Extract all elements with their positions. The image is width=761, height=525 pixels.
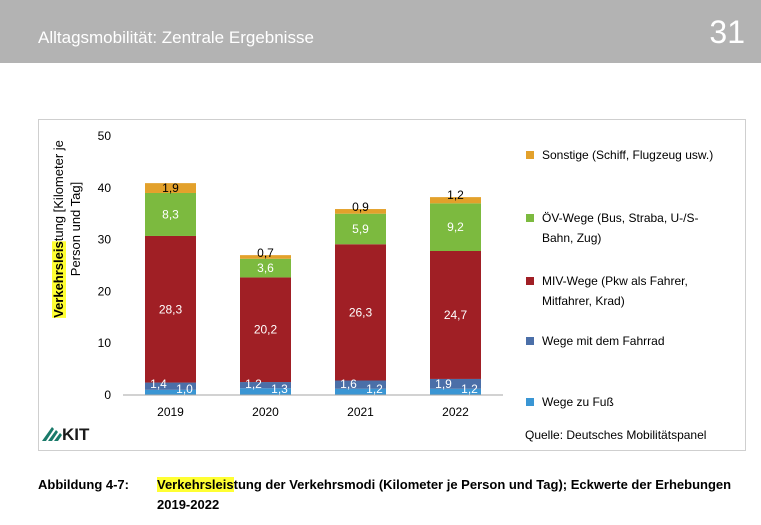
data-label: 5,9 [352, 222, 369, 236]
y-tick-label: 50 [98, 129, 112, 143]
x-tick-label: 2019 [157, 405, 184, 419]
bar-segment [335, 388, 386, 395]
bar-segment [335, 380, 386, 389]
bar-segment [240, 258, 291, 278]
legend-swatch [526, 277, 534, 285]
y-tick-label: 30 [98, 233, 112, 247]
bar-segment [335, 244, 386, 381]
caption-highlight: Verkehrsleis [157, 477, 234, 492]
header-title: Alltagsmobilität: Zentrale Ergebnisse [38, 28, 314, 47]
bar-segment [145, 389, 196, 395]
data-label: 1,9 [435, 377, 452, 391]
slide-header: Alltagsmobilität: Zentrale Ergebnisse 31 [0, 0, 761, 63]
legend-label: Wege zu Fuß [542, 395, 614, 409]
bar-segment [335, 213, 386, 245]
kit-logo: KIT [42, 425, 90, 444]
data-label: 1,6 [340, 377, 357, 391]
bar-segment [240, 382, 291, 389]
bar-segment [430, 250, 481, 379]
caption-text: Verkehrsleistung der Verkehrsmodi (Kilom… [157, 475, 753, 515]
data-label: 1,4 [150, 377, 167, 391]
data-label: 26,3 [349, 305, 373, 319]
y-tick-label: 10 [98, 336, 112, 350]
legend-swatch [526, 214, 534, 222]
data-label: 0,7 [257, 246, 274, 260]
y-axis-title-rest: tung [Kilometer je [51, 140, 66, 241]
bar-segment [430, 203, 481, 251]
bar-segment [240, 255, 291, 259]
bar-segment [145, 183, 196, 193]
y-tick-label: 0 [104, 388, 111, 402]
data-label: 1,2 [366, 382, 383, 396]
data-label: 1,2 [245, 377, 262, 391]
stacked-bar-chart: Verkehrsleistung [Kilometer je Person un… [42, 129, 713, 444]
bar-segment [145, 235, 196, 383]
kit-logo-mark [42, 427, 62, 441]
bar-segment [145, 192, 196, 236]
legend-label: Sonstige (Schiff, Flugzeug usw.) [542, 148, 713, 162]
x-tick-label: 2021 [347, 405, 374, 419]
legend-label: ÖV-Wege (Bus, Straba, U-/S-Bahn, Zug) [542, 211, 699, 245]
legend-label: Wege mit dem Fahrrad [542, 334, 665, 348]
data-label: 24,7 [444, 308, 468, 322]
x-tick-label: 2022 [442, 405, 469, 419]
y-axis-highlight-box [52, 241, 66, 318]
data-label: 1,2 [461, 382, 478, 396]
data-label: 1,0 [176, 382, 193, 396]
legend-label: MIV-Wege (Pkw als Fahrer, Mitfahrer, Krad… [542, 274, 688, 308]
bar-segment [335, 209, 386, 214]
data-label: 0,9 [352, 200, 369, 214]
source-note: Quelle: Deutsches Mobilitätspanel [525, 428, 706, 442]
data-label: 20,2 [254, 323, 278, 337]
x-tick-label: 2020 [252, 405, 279, 419]
data-label: 28,3 [159, 302, 183, 316]
data-label: 9,2 [447, 220, 464, 234]
bar-segment [145, 382, 196, 390]
y-tick-label: 20 [98, 284, 112, 298]
legend-swatch [526, 398, 534, 406]
bar-segment [430, 197, 481, 204]
legend-swatch [526, 151, 534, 159]
data-label: 1,9 [162, 181, 179, 195]
bar-segment [430, 378, 481, 389]
bar-segment [240, 277, 291, 383]
caption-rest: tung der Verkehrsmodi (Kilometer je Pers… [157, 477, 732, 512]
legend-swatch [526, 337, 534, 345]
bar-segment [240, 388, 291, 395]
page-number: 31 [709, 14, 745, 50]
y-axis-title: Verkehrsleistung [Kilometer je [51, 140, 66, 318]
bar-segment [430, 388, 481, 395]
kit-logo-text: KIT [62, 425, 90, 444]
data-label: 1,3 [271, 382, 288, 396]
y-tick-label: 40 [98, 181, 112, 195]
data-label: 3,6 [257, 261, 274, 275]
y-axis-title-highlight: Verkehrsleis [51, 241, 66, 318]
data-label: 1,2 [447, 188, 464, 202]
caption-label: Abbildung 4-7: [38, 477, 129, 492]
figure-frame [38, 119, 746, 451]
data-label: 8,3 [162, 207, 179, 221]
y-axis-title-line2: Person und Tag] [68, 182, 83, 276]
